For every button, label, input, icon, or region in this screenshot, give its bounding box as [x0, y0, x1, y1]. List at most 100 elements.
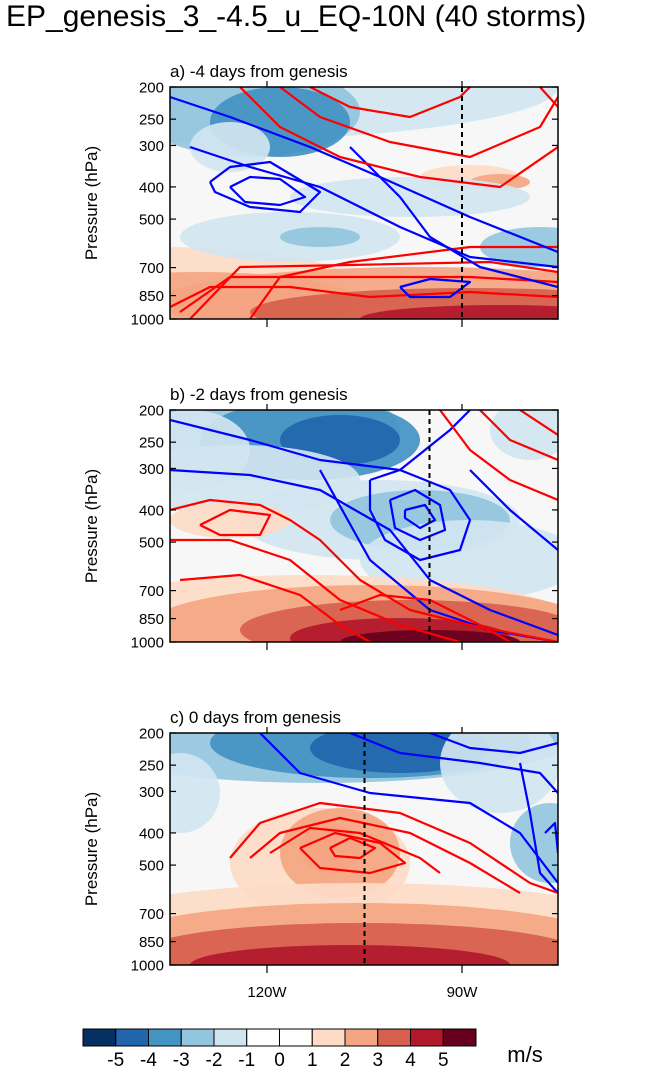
panel-c-ytick-label: 850	[139, 934, 164, 951]
panel-b-contour-6	[469, 469, 558, 551]
panel-b-ytick-label: 500	[139, 535, 164, 552]
panel-c-contour-3	[518, 762, 558, 894]
panel-b-contour-4	[388, 488, 447, 542]
panel-a-frame	[169, 86, 559, 320]
panel-b-plot: b) -2 days from genesis 200 250 300 400 500 70…	[82, 385, 559, 652]
panel-b-contour-8	[170, 538, 461, 642]
panel-a-contours	[170, 87, 558, 319]
panel-b-title: b) -2 days from genesis	[170, 385, 348, 404]
panel-b-contour-7	[170, 498, 558, 642]
panel-a-shade-5	[360, 305, 558, 319]
panel-c-ytick-label: 250	[139, 758, 164, 775]
panel-c-shade-9	[190, 945, 510, 965]
panel-b-contour-10	[199, 508, 272, 537]
panel-c-shade-12	[170, 753, 220, 833]
panel-c-ylabel: Pressure (hPa)	[82, 792, 101, 906]
colorbar-label: 5	[438, 1050, 449, 1071]
panel-a-shading	[170, 87, 558, 319]
colorbar-label: -1	[238, 1050, 255, 1071]
panel-a-ytick-label: 250	[139, 112, 164, 129]
colorbar-box-2	[148, 1028, 182, 1047]
panel-a-contour-6	[209, 160, 322, 214]
colorbar-box-7	[311, 1028, 346, 1047]
panel-a-contour-0	[170, 285, 558, 308]
colorbar-box-1	[115, 1028, 149, 1047]
colorbar-box-0	[82, 1028, 117, 1047]
panel-b-shade-7	[170, 502, 290, 538]
panel-b-contour-9	[179, 573, 371, 642]
colorbar-label: 2	[340, 1050, 351, 1071]
panel-c-xtick-label: 90W	[447, 984, 479, 1001]
panel-c-contour-0	[259, 733, 558, 884]
panel-a-title: a) -4 days from genesis	[170, 62, 348, 81]
colorbar: -5 -4 -3 -2 -1 0 1 2 3 4 5 m/s	[82, 1028, 543, 1071]
panel-a-ytick-label: 700	[139, 260, 164, 277]
panel-b-contour-13	[479, 410, 558, 462]
panel-a-plot: a) -4 days from genesis 200 250 300 400 500 70…	[82, 62, 559, 329]
panel-a-shade-14	[190, 122, 270, 172]
panel-b-contour-3	[368, 468, 472, 562]
panel-b-ytick-label: 400	[139, 502, 164, 519]
panel-c-plot: c) 0 days from genesis 200 250 300 400 500 700…	[82, 708, 559, 1001]
panel-b-contour-5	[403, 503, 437, 530]
panel-c-contour-8	[299, 831, 407, 875]
panel-c-shade-10	[440, 733, 558, 813]
panel-a-contour-3	[249, 245, 558, 319]
panel-a-contour-9	[399, 277, 472, 299]
panel-c-ytick-label: 400	[139, 825, 164, 842]
colorbar-label: 4	[405, 1050, 416, 1071]
panel-c-contour-7	[269, 826, 441, 874]
colorbar-unit: m/s	[507, 1042, 542, 1067]
panel-a-ytick-label: 400	[139, 179, 164, 196]
panel-c-xtick-label: 120W	[247, 984, 287, 1001]
colorbar-box-8	[344, 1028, 379, 1047]
panel-b-ytick-label: 300	[139, 461, 164, 478]
panel-a-contour-4	[170, 95, 558, 254]
colorbar-box-4	[213, 1028, 248, 1047]
panel-c-title: c) 0 days from genesis	[170, 708, 341, 727]
panel-c-contour-5	[229, 801, 558, 895]
panel-c-contours	[229, 733, 558, 895]
colorbar-label: -3	[173, 1050, 190, 1071]
panel-b-ytick-label: 250	[139, 435, 164, 452]
panel-c-contour-6	[249, 816, 521, 894]
colorbar-box-9	[377, 1028, 411, 1047]
panel-b-contour-1	[170, 468, 558, 637]
colorbar-box-5	[246, 1028, 280, 1047]
panel-a-contour-2	[189, 260, 558, 319]
panel-a-shade-13	[290, 177, 530, 217]
colorbar-label: 3	[372, 1050, 383, 1071]
figure-title: EP_genesis_3_-4.5_u_EQ-10N (40 storms)	[6, 0, 587, 33]
panel-a-contour-8	[349, 146, 558, 289]
panel-a-ytick-label: 200	[139, 80, 164, 97]
panel-b-shading	[170, 410, 558, 642]
panel-a-ytick-label: 1000	[131, 312, 164, 329]
panel-b-ylabel: Pressure (hPa)	[82, 469, 101, 583]
panel-a-ytick-label: 500	[139, 212, 164, 229]
colorbar-label: -5	[107, 1050, 124, 1071]
panel-a-contour-10	[239, 87, 558, 189]
panel-c-ytick-label: 1000	[131, 958, 164, 975]
colorbar-box-6	[279, 1028, 313, 1047]
panel-c-contour-2	[429, 733, 558, 755]
panel-a-contour-7	[229, 175, 307, 207]
panel-b-contour-14	[519, 410, 558, 436]
colorbar-label: -2	[206, 1050, 223, 1071]
colorbar-box-3	[180, 1028, 215, 1047]
panel-b-shade-14	[490, 410, 558, 460]
panel-b-ytick-label: 1000	[131, 635, 164, 652]
panel-a-ytick-label: 300	[139, 138, 164, 155]
panel-a-shade-12	[280, 227, 360, 247]
panel-b-ytick-label: 850	[139, 611, 164, 628]
panel-c-frame	[169, 732, 559, 966]
panel-a-ytick-label: 850	[139, 288, 164, 305]
panel-b-shade-13	[170, 410, 250, 490]
panel-c-ytick-label: 200	[139, 726, 164, 743]
panel-c-contour-1	[349, 733, 558, 794]
panel-c-contour-4	[544, 821, 558, 854]
panel-c-ytick-label: 700	[139, 906, 164, 923]
panel-b-ytick-label: 200	[139, 403, 164, 420]
panel-a-ylabel: Pressure (hPa)	[82, 146, 101, 260]
colorbar-box-11	[442, 1028, 477, 1047]
